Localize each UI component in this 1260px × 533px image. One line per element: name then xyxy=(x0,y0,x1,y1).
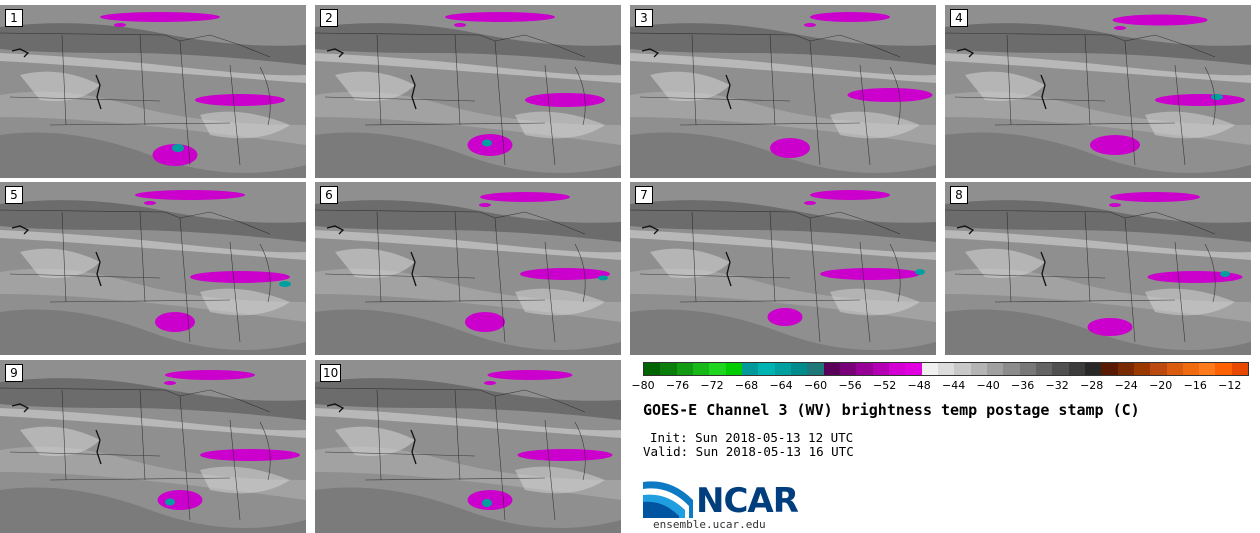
water-vapor-map xyxy=(315,5,621,178)
colorbar-tick: −36 xyxy=(1011,379,1035,392)
colorbar-segment xyxy=(905,363,922,375)
panel-number-label: 1 xyxy=(5,9,23,27)
colorbar-tick: −76 xyxy=(665,379,690,392)
panel-number-label: 6 xyxy=(320,186,338,204)
colorbar-tick: −64 xyxy=(769,379,793,392)
colorbar-tick: −60 xyxy=(803,379,828,392)
colorbar-segment xyxy=(790,363,808,375)
colorbar-tick: −48 xyxy=(907,379,931,392)
water-vapor-map xyxy=(630,5,936,178)
colorbar-tick: −24 xyxy=(1114,379,1138,392)
water-vapor-map xyxy=(0,360,306,533)
panel-number-label: 3 xyxy=(635,9,653,27)
colorbar-segment xyxy=(1019,363,1036,375)
colorbar-tick-labels: −80 −76 −72 −68 −64 −60 −56 −52 −48 −44 −40 −36 −32−… xyxy=(631,379,1257,395)
colorbar-segment xyxy=(758,363,775,375)
colorbar-segment xyxy=(741,363,759,375)
colorbar-segment xyxy=(872,363,889,375)
colorbar-segment xyxy=(1199,363,1216,375)
colorbar-segment xyxy=(1035,363,1053,375)
colorbar-segment xyxy=(1215,363,1232,375)
chart-title: GOES-E Channel 3 (WV) brightness temp po… xyxy=(643,401,1140,419)
colorbar-tick: −40 xyxy=(976,379,1000,392)
postage-stamp-panel: 5 xyxy=(0,182,306,355)
colorbar-segment xyxy=(1084,363,1102,375)
colorbar-segment xyxy=(709,363,726,375)
colorbar-tick: −80 xyxy=(631,379,655,392)
colorbar-segment xyxy=(888,363,906,375)
colorbar-segment xyxy=(1182,363,1200,375)
panel-number-label: 10 xyxy=(320,364,342,382)
water-vapor-map xyxy=(315,360,621,533)
colorbar-tick: −56 xyxy=(838,379,862,392)
postage-stamp-panel: 1 xyxy=(0,5,306,178)
colorbar-segment xyxy=(692,363,710,375)
water-vapor-map xyxy=(0,5,306,178)
colorbar-segment xyxy=(970,363,987,375)
water-vapor-map xyxy=(945,182,1251,355)
colorbar-segment xyxy=(725,363,742,375)
colorbar-segment xyxy=(1133,363,1151,375)
colorbar-segment xyxy=(1052,363,1069,375)
postage-stamp-panel: 8 xyxy=(945,182,1251,355)
colorbar-tick: −12 xyxy=(1218,379,1242,392)
init-time: Init: Sun 2018-05-13 12 UTC xyxy=(650,430,854,445)
colorbar-tick: −16 xyxy=(1183,379,1207,392)
water-vapor-map xyxy=(945,5,1251,178)
colorbar-segment xyxy=(937,363,955,375)
water-vapor-map xyxy=(315,182,621,355)
colorbar-segment xyxy=(1117,363,1134,375)
colorbar-tick: −44 xyxy=(942,379,966,392)
panel-number-label: 4 xyxy=(950,9,968,27)
colorbar-segment xyxy=(660,363,677,375)
colorbar-segment xyxy=(954,363,971,375)
colorbar-tick: −52 xyxy=(872,379,897,392)
panel-number-label: 5 xyxy=(5,186,23,204)
colorbar-segment xyxy=(839,363,857,375)
colorbar-segment xyxy=(1101,363,1118,375)
postage-stamp-panel: 2 xyxy=(315,5,621,178)
ncar-logo-icon xyxy=(643,481,693,518)
colorbar-tick: −32 xyxy=(1045,379,1069,392)
colorbar-segment xyxy=(807,363,824,375)
colorbar-segment xyxy=(921,363,938,375)
colorbar-segment xyxy=(676,363,693,375)
colorbar-segment xyxy=(1068,363,1085,375)
colorbar-tick: −20 xyxy=(1149,379,1173,392)
colorbar-segment xyxy=(823,363,840,375)
colorbar-segment xyxy=(1231,363,1249,375)
postage-stamp-panel: 10 xyxy=(315,360,621,533)
colorbar-segment xyxy=(1150,363,1167,375)
panel-number-label: 8 xyxy=(950,186,968,204)
panel-number-label: 9 xyxy=(5,364,23,382)
water-vapor-map xyxy=(0,182,306,355)
postage-stamp-panel: 6 xyxy=(315,182,621,355)
postage-stamp-panel: 4 xyxy=(945,5,1251,178)
colorbar-tick: −28 xyxy=(1080,379,1104,392)
colorbar-segment xyxy=(644,363,661,375)
ncar-logo-text: NCAR xyxy=(696,481,799,521)
valid-time: Valid: Sun 2018-05-13 16 UTC xyxy=(643,444,854,459)
panel-number-label: 7 xyxy=(635,186,653,204)
colorbar xyxy=(643,362,1249,376)
postage-stamp-panel: 3 xyxy=(630,5,936,178)
water-vapor-map xyxy=(630,182,936,355)
colorbar-segment xyxy=(1003,363,1020,375)
colorbar-segment xyxy=(774,363,791,375)
postage-stamp-panel: 7 xyxy=(630,182,936,355)
postage-stamp-panel: 9 xyxy=(0,360,306,533)
colorbar-segment xyxy=(986,363,1004,375)
colorbar-tick: −72 xyxy=(700,379,724,392)
colorbar-segment xyxy=(1166,363,1183,375)
panel-number-label: 2 xyxy=(320,9,338,27)
colorbar-tick: −68 xyxy=(734,379,759,392)
logo-url: ensemble.ucar.edu xyxy=(653,518,766,531)
colorbar-segment xyxy=(856,363,873,375)
